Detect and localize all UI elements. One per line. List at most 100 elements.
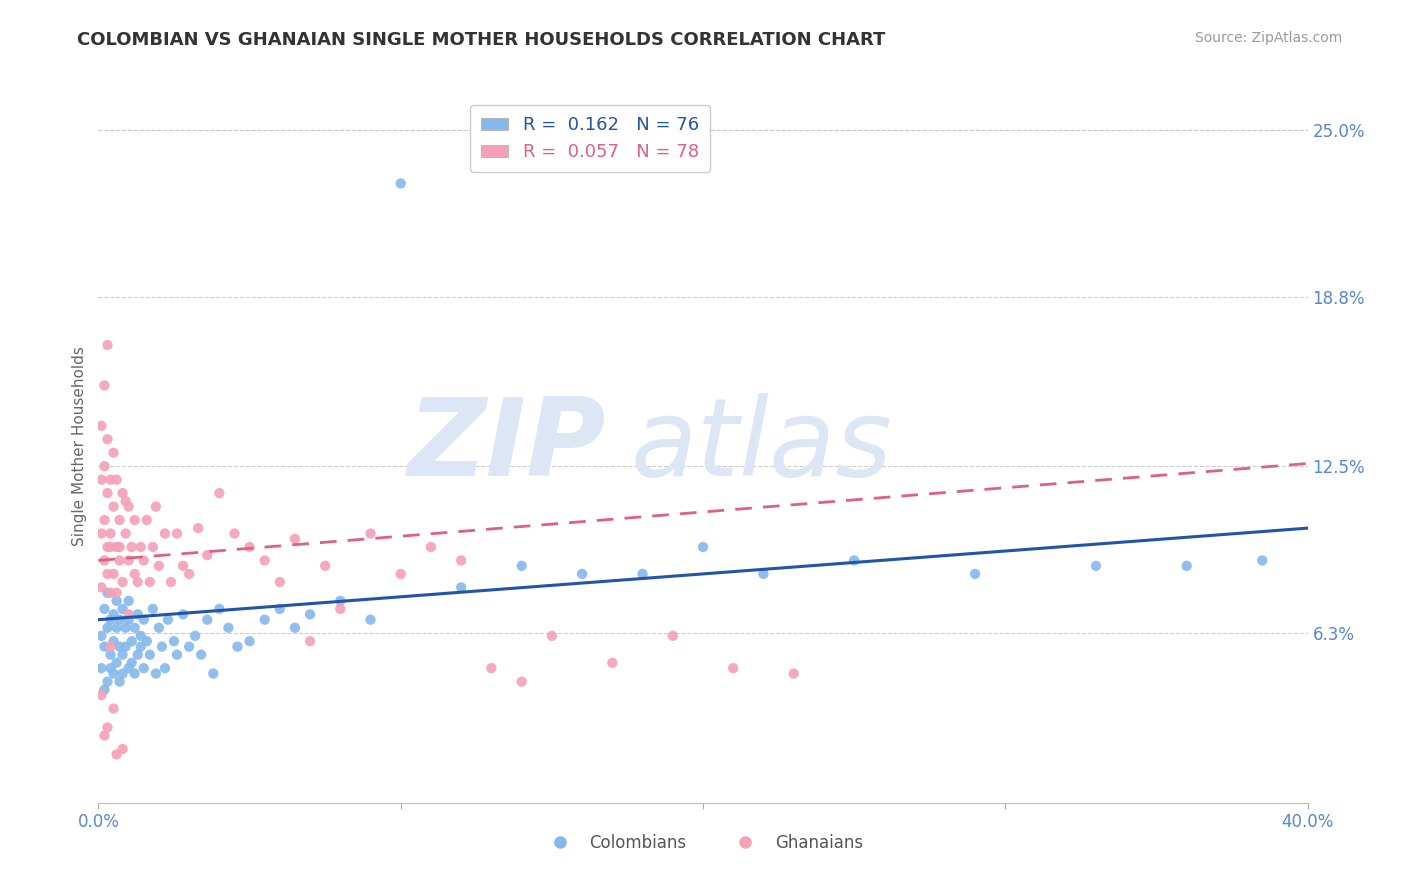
Point (111, 742, 134, 756)
Point (100, 613, 122, 627)
Point (93, 640, 115, 654)
Point (105, 473, 128, 487)
Point (129, 640, 152, 654)
Point (118, 594, 141, 608)
Point (450, 580, 472, 594)
Point (450, 553, 472, 567)
Point (163, 634, 186, 648)
Point (692, 540, 714, 554)
Point (100, 586, 122, 600)
Point (150, 640, 173, 654)
Point (127, 648, 149, 662)
Point (156, 613, 179, 627)
Point (329, 594, 352, 608)
Point (153, 661, 176, 675)
Point (208, 486, 231, 500)
Point (114, 526, 136, 541)
Point (360, 613, 382, 627)
Point (253, 553, 276, 567)
Point (100, 640, 122, 654)
Point (360, 526, 382, 541)
Point (540, 629, 562, 643)
Point (389, 566, 412, 581)
Point (166, 648, 188, 662)
Point (105, 656, 128, 670)
Point (108, 613, 131, 627)
Point (510, 674, 533, 689)
Point (239, 634, 262, 648)
Point (93, 602, 115, 616)
Point (571, 566, 593, 581)
Point (105, 621, 128, 635)
Point (108, 640, 131, 654)
Point (195, 548, 218, 562)
Point (96, 621, 118, 635)
Point (103, 634, 125, 648)
Point (96, 674, 118, 689)
Point (135, 634, 157, 648)
Point (96, 432, 118, 446)
Point (93, 513, 115, 527)
Point (114, 494, 136, 508)
Point (965, 566, 987, 581)
Point (114, 621, 136, 635)
Legend: Colombians, Ghanaians: Colombians, Ghanaians (536, 828, 870, 859)
Point (96, 586, 118, 600)
Point (132, 661, 155, 675)
Point (105, 540, 128, 554)
Point (105, 747, 128, 762)
Point (1175, 558, 1198, 573)
Point (93, 459, 115, 474)
Point (752, 566, 775, 581)
Point (1251, 553, 1274, 567)
Point (111, 666, 134, 681)
Point (96, 540, 118, 554)
Point (90, 580, 112, 594)
Point (153, 526, 176, 541)
Point (284, 621, 307, 635)
Point (124, 621, 146, 635)
Point (114, 640, 136, 654)
Point (96, 338, 118, 352)
Point (187, 521, 209, 535)
Point (160, 574, 183, 589)
Point (172, 558, 194, 573)
Point (389, 177, 412, 191)
Point (100, 526, 122, 541)
Point (239, 540, 262, 554)
Point (179, 566, 201, 581)
Point (148, 558, 170, 573)
Point (723, 661, 745, 675)
Point (226, 640, 249, 654)
Point (118, 500, 141, 514)
Point (90, 418, 112, 433)
Point (93, 682, 115, 697)
Point (111, 574, 134, 589)
Point (202, 666, 225, 681)
Point (118, 553, 141, 567)
Point (510, 558, 533, 573)
Point (93, 729, 115, 743)
Point (631, 566, 654, 581)
Text: atlas: atlas (630, 393, 893, 499)
Point (111, 486, 134, 500)
Point (481, 661, 503, 675)
Point (105, 594, 128, 608)
Point (103, 666, 125, 681)
Y-axis label: Single Mother Households: Single Mother Households (72, 346, 87, 546)
Point (108, 540, 131, 554)
Point (135, 513, 157, 527)
Point (103, 446, 125, 460)
Point (108, 553, 131, 567)
Point (269, 574, 291, 589)
Point (121, 634, 143, 648)
Point (111, 648, 134, 662)
Point (124, 666, 146, 681)
Point (127, 607, 149, 622)
Point (100, 540, 122, 554)
Point (105, 586, 128, 600)
Point (103, 701, 125, 715)
Text: ZIP: ZIP (408, 393, 606, 499)
Point (253, 613, 276, 627)
Point (132, 613, 155, 627)
